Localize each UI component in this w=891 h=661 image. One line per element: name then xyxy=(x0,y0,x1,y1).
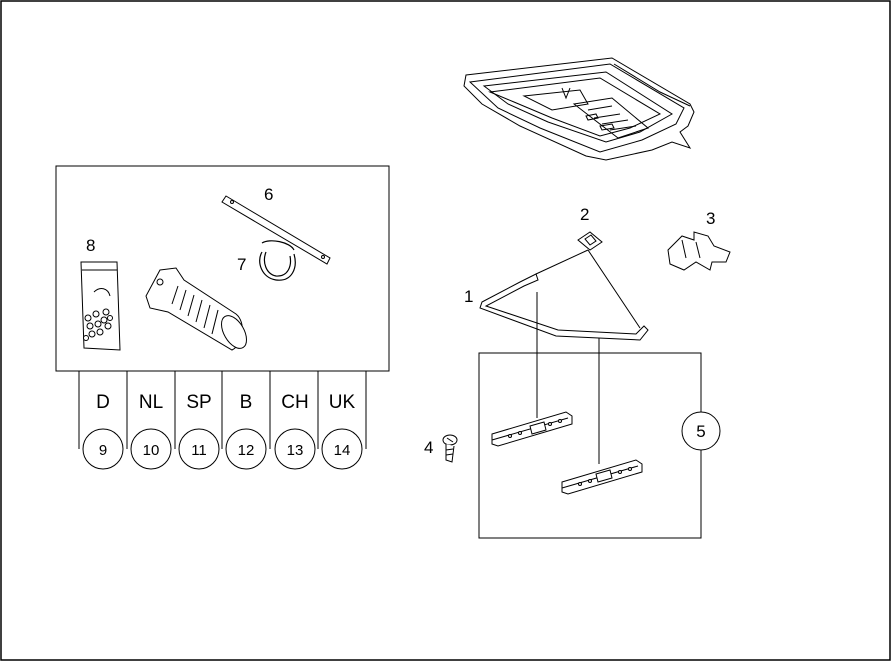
country-label: UK xyxy=(329,392,356,413)
country-label: SP xyxy=(186,392,211,413)
callout-2: 2 xyxy=(580,205,589,224)
ring-clip-part xyxy=(259,240,296,281)
hardware-bag-part xyxy=(80,261,121,351)
callout-circle xyxy=(225,428,267,470)
callout-4: 4 xyxy=(424,438,433,457)
seat-tray-illustration xyxy=(463,57,695,161)
callout-8: 8 xyxy=(86,236,95,255)
variant-col-b: B 12 xyxy=(225,392,267,470)
variant-col-uk: UK 14 xyxy=(321,392,363,470)
clip-part xyxy=(667,231,731,271)
variant-col-sp: SP 11 xyxy=(178,392,220,470)
country-label: B xyxy=(240,392,253,413)
callout-number: 10 xyxy=(143,442,160,459)
variant-col-nl: NL 10 xyxy=(130,392,172,470)
callout-7: 7 xyxy=(237,255,246,274)
callout-circle xyxy=(321,428,363,470)
country-label: NL xyxy=(139,392,163,413)
callout-number: 14 xyxy=(334,442,351,459)
callout-circle xyxy=(130,428,172,470)
callout-1: 1 xyxy=(464,287,473,306)
strap-part xyxy=(221,195,331,265)
rail-kit-frame xyxy=(478,352,702,539)
callout-5: 5 xyxy=(696,422,705,441)
callout-3: 3 xyxy=(706,209,715,228)
country-variant-table xyxy=(78,371,367,449)
bracket-part xyxy=(577,231,603,251)
callout-circle xyxy=(274,428,316,470)
callout-number: 9 xyxy=(99,442,107,459)
country-label: CH xyxy=(281,392,308,413)
country-label: D xyxy=(96,392,110,413)
variant-col-d: D 9 xyxy=(82,392,124,470)
screw-part xyxy=(442,434,458,463)
rail-right-part xyxy=(561,459,643,495)
seat-frame-part xyxy=(479,273,649,341)
callout-circle xyxy=(178,428,220,470)
callout-6: 6 xyxy=(264,185,273,204)
variant-col-ch: CH 13 xyxy=(274,392,316,470)
callout-number: 11 xyxy=(191,442,207,459)
grip-tube-part xyxy=(145,267,247,351)
callout-5-circle xyxy=(681,411,721,451)
callout-number: 13 xyxy=(287,442,304,459)
callout-number: 12 xyxy=(238,442,255,459)
rail-left-part xyxy=(491,411,573,447)
callout-circle xyxy=(82,428,124,470)
